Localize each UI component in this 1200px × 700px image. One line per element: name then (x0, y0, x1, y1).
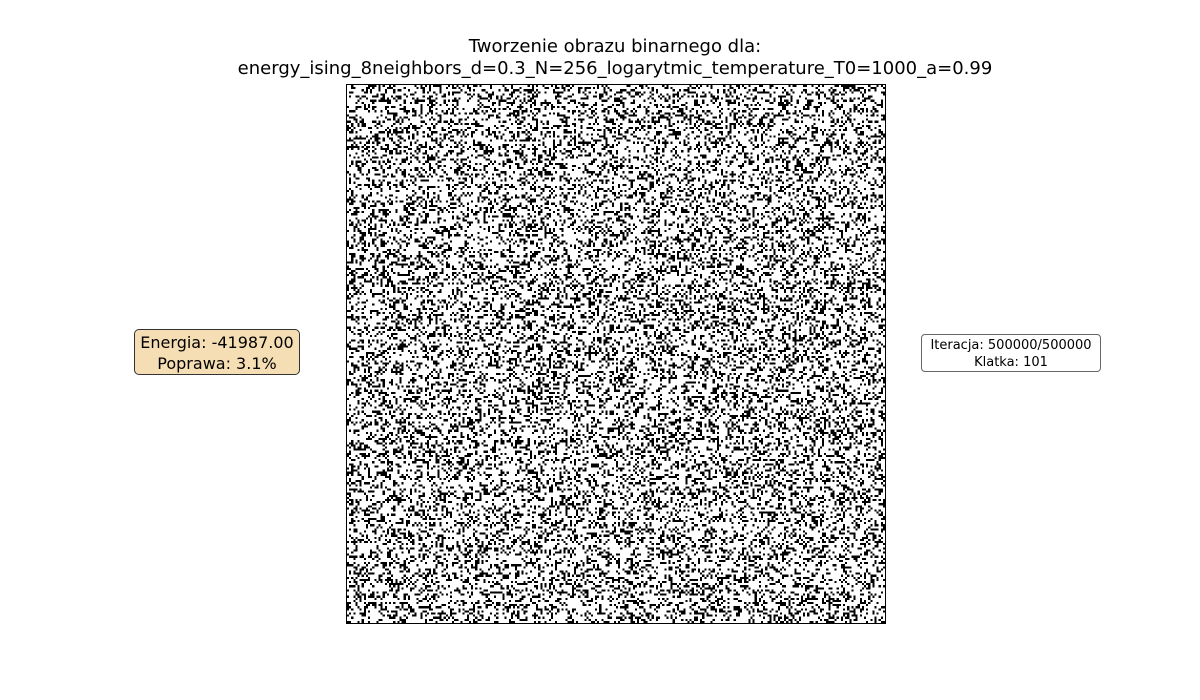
improvement-label: Poprawa: 3.1% (157, 354, 277, 373)
title-line-2: energy_ising_8neighbors_d=0.3_N=256_loga… (237, 58, 993, 79)
frame-label: Klatka: 101 (974, 355, 1048, 370)
energy-info-box: Energia: -41987.00 Poprawa: 3.1% (134, 329, 300, 375)
figure-title: Tworzenie obrazu binarnego dla: energy_i… (0, 36, 1200, 80)
title-line-1: Tworzenie obrazu binarnego dla: (468, 36, 762, 57)
binary-image-grid (346, 84, 886, 624)
binary-image-canvas (347, 85, 885, 623)
iteration-info-box: Iteracja: 500000/500000 Klatka: 101 (921, 334, 1101, 372)
iteration-label: Iteracja: 500000/500000 (930, 338, 1092, 353)
energy-label: Energia: -41987.00 (140, 333, 294, 352)
